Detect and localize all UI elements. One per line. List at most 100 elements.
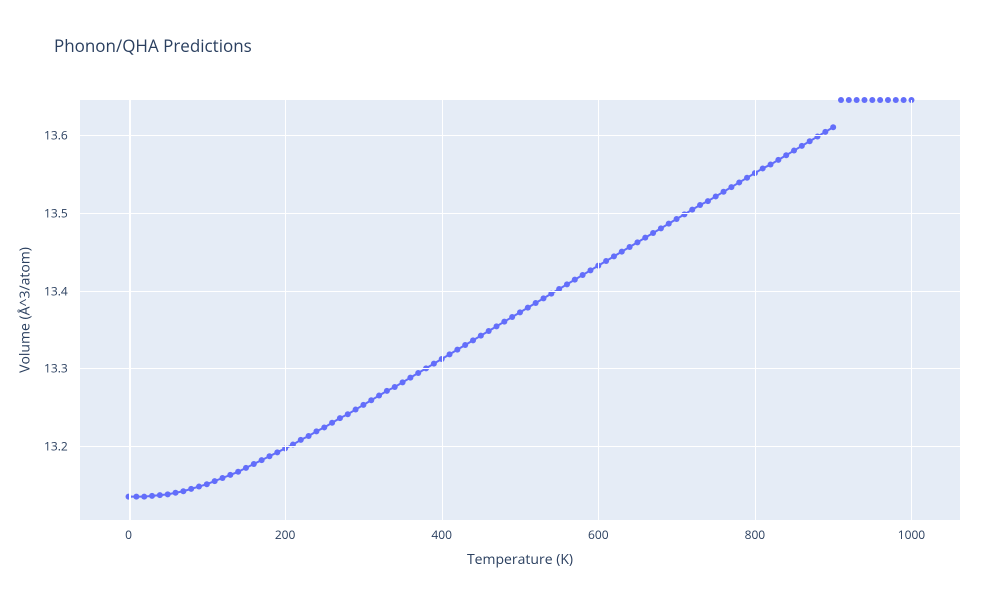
series-marker[interactable] [133, 494, 139, 500]
series-marker[interactable] [219, 475, 225, 481]
series-marker[interactable] [689, 207, 695, 213]
series-marker[interactable] [407, 375, 413, 381]
series-marker[interactable] [830, 124, 836, 130]
series-marker[interactable] [619, 249, 625, 255]
series-marker[interactable] [721, 189, 727, 195]
series-marker[interactable] [548, 291, 554, 297]
series-marker[interactable] [611, 253, 617, 259]
x-tick-label: 200 [275, 526, 296, 543]
series-marker[interactable] [415, 370, 421, 376]
series-marker[interactable] [462, 342, 468, 348]
series-marker[interactable] [368, 397, 374, 403]
series-marker[interactable] [854, 97, 860, 103]
series-marker[interactable] [877, 97, 883, 103]
series-marker[interactable] [141, 494, 147, 500]
series-marker[interactable] [321, 424, 327, 430]
series-marker[interactable] [846, 97, 852, 103]
y-tick-label: 13.5 [44, 204, 68, 221]
series-marker[interactable] [274, 449, 280, 455]
series-marker[interactable] [501, 319, 507, 325]
series-marker[interactable] [587, 267, 593, 273]
series-marker[interactable] [454, 347, 460, 353]
series-marker[interactable] [204, 481, 210, 487]
series-marker[interactable] [298, 437, 304, 443]
series-marker[interactable] [266, 453, 272, 459]
y-tick-label: 13.2 [44, 438, 68, 455]
series-marker[interactable] [775, 157, 781, 163]
series-marker[interactable] [376, 393, 382, 399]
series-marker[interactable] [353, 407, 359, 413]
series-marker[interactable] [627, 244, 633, 250]
series-marker[interactable] [313, 428, 319, 434]
series-marker[interactable] [243, 465, 249, 471]
series-marker[interactable] [572, 277, 578, 283]
series-marker[interactable] [149, 493, 155, 499]
series-marker[interactable] [791, 148, 797, 154]
series-marker[interactable] [580, 272, 586, 278]
series-marker[interactable] [705, 198, 711, 204]
chart-series [80, 100, 960, 520]
series-marker[interactable] [509, 314, 515, 320]
series-marker[interactable] [658, 225, 664, 231]
series-marker[interactable] [227, 472, 233, 478]
series-marker[interactable] [180, 488, 186, 494]
series-marker[interactable] [392, 384, 398, 390]
series-marker[interactable] [259, 457, 265, 463]
series-marker[interactable] [470, 337, 476, 343]
series-marker[interactable] [869, 97, 875, 103]
series-marker[interactable] [196, 484, 202, 490]
plot-area[interactable] [80, 100, 960, 520]
series-marker[interactable] [713, 193, 719, 199]
series-marker[interactable] [901, 97, 907, 103]
series-marker[interactable] [517, 309, 523, 315]
series-marker[interactable] [478, 333, 484, 339]
series-marker[interactable] [329, 420, 335, 426]
series-marker[interactable] [768, 162, 774, 168]
series-marker[interactable] [157, 492, 163, 498]
series-marker[interactable] [494, 323, 500, 329]
series-marker[interactable] [188, 486, 194, 492]
series-marker[interactable] [697, 202, 703, 208]
x-tick-label: 1000 [898, 526, 925, 543]
series-marker[interactable] [893, 97, 899, 103]
series-marker[interactable] [650, 230, 656, 236]
series-marker[interactable] [885, 97, 891, 103]
series-marker[interactable] [345, 411, 351, 417]
series-marker[interactable] [634, 239, 640, 245]
series-marker[interactable] [603, 258, 609, 264]
series-marker[interactable] [337, 415, 343, 421]
series-marker[interactable] [728, 184, 734, 190]
series-marker[interactable] [807, 138, 813, 144]
series-marker[interactable] [674, 216, 680, 222]
chart-container: Phonon/QHA Predictions Temperature (K) V… [0, 0, 1000, 600]
series-marker[interactable] [533, 300, 539, 306]
series-marker[interactable] [306, 433, 312, 439]
series-marker[interactable] [360, 402, 366, 408]
series-marker[interactable] [165, 491, 171, 497]
series-marker[interactable] [540, 295, 546, 301]
y-tick-label: 13.4 [44, 282, 68, 299]
series-marker[interactable] [666, 221, 672, 227]
series-marker[interactable] [564, 281, 570, 287]
series-marker[interactable] [760, 165, 766, 171]
x-grid-line [285, 100, 286, 520]
series-marker[interactable] [525, 305, 531, 311]
series-marker[interactable] [861, 97, 867, 103]
series-marker[interactable] [783, 152, 789, 158]
x-tick-label: 600 [588, 526, 609, 543]
series-marker[interactable] [736, 179, 742, 185]
series-marker[interactable] [235, 469, 241, 475]
series-marker[interactable] [744, 175, 750, 181]
series-marker[interactable] [251, 461, 257, 467]
series-marker[interactable] [799, 143, 805, 149]
series-marker[interactable] [838, 97, 844, 103]
series-marker[interactable] [173, 490, 179, 496]
series-marker[interactable] [486, 328, 492, 334]
series-marker[interactable] [822, 129, 828, 135]
series-marker[interactable] [642, 235, 648, 241]
series-marker[interactable] [400, 379, 406, 385]
series-marker[interactable] [431, 361, 437, 367]
series-marker[interactable] [384, 388, 390, 394]
series-marker[interactable] [212, 478, 218, 484]
series-marker[interactable] [447, 351, 453, 357]
